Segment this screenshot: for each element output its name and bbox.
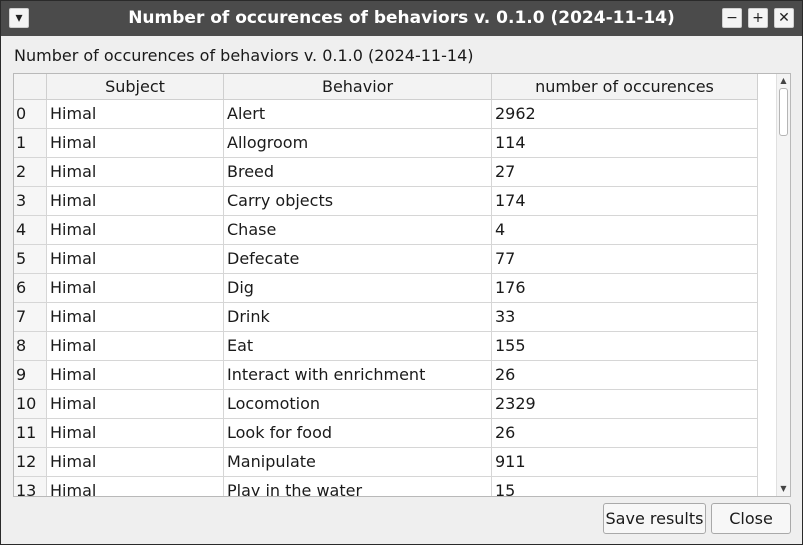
cell-behavior[interactable]: Alert	[224, 100, 492, 128]
cell-count[interactable]: 176	[492, 274, 758, 302]
maximize-icon: +	[752, 10, 764, 26]
window-menu-button[interactable]: ▾	[9, 8, 29, 28]
cell-subject[interactable]: Himal	[47, 477, 224, 496]
minimize-icon: −	[726, 10, 738, 26]
results-table[interactable]: Subject Behavior number of occurences 0 …	[13, 73, 791, 497]
table-body: 0 Himal Alert 2962 1 Himal Allogroom 114…	[14, 100, 758, 496]
cell-behavior[interactable]: Breed	[224, 158, 492, 186]
row-header[interactable]: 5	[14, 245, 47, 273]
close-icon: ✕	[778, 10, 790, 26]
cell-subject[interactable]: Himal	[47, 216, 224, 244]
cell-behavior[interactable]: Dig	[224, 274, 492, 302]
table-row[interactable]: 10 Himal Locomotion 2329	[14, 390, 758, 419]
maximize-button[interactable]: +	[748, 8, 768, 28]
cell-count[interactable]: 26	[492, 361, 758, 389]
cell-behavior[interactable]: Play in the water	[224, 477, 492, 496]
cell-behavior[interactable]: Allogroom	[224, 129, 492, 157]
cell-subject[interactable]: Himal	[47, 303, 224, 331]
cell-subject[interactable]: Himal	[47, 274, 224, 302]
cell-subject[interactable]: Himal	[47, 158, 224, 186]
cell-count[interactable]: 174	[492, 187, 758, 215]
cell-subject[interactable]: Himal	[47, 419, 224, 447]
cell-subject[interactable]: Himal	[47, 129, 224, 157]
cell-behavior[interactable]: Carry objects	[224, 187, 492, 215]
cell-subject[interactable]: Himal	[47, 332, 224, 360]
row-header[interactable]: 3	[14, 187, 47, 215]
cell-count[interactable]: 77	[492, 245, 758, 273]
table-row[interactable]: 13 Himal Play in the water 15	[14, 477, 758, 496]
table-row[interactable]: 12 Himal Manipulate 911	[14, 448, 758, 477]
cell-behavior[interactable]: Eat	[224, 332, 492, 360]
column-header-count[interactable]: number of occurences	[492, 74, 758, 99]
cell-behavior[interactable]: Manipulate	[224, 448, 492, 476]
cell-count[interactable]: 911	[492, 448, 758, 476]
scrollbar-thumb[interactable]	[779, 88, 788, 136]
row-header[interactable]: 1	[14, 129, 47, 157]
cell-count[interactable]: 27	[492, 158, 758, 186]
row-header[interactable]: 7	[14, 303, 47, 331]
window-title: Number of occurences of behaviors v. 0.1…	[128, 8, 675, 28]
cell-behavior[interactable]: Drink	[224, 303, 492, 331]
scroll-up-icon[interactable]: ▲	[780, 76, 787, 85]
table-row[interactable]: 0 Himal Alert 2962	[14, 100, 758, 129]
table-row[interactable]: 3 Himal Carry objects 174	[14, 187, 758, 216]
table-row[interactable]: 7 Himal Drink 33	[14, 303, 758, 332]
table-row[interactable]: 4 Himal Chase 4	[14, 216, 758, 245]
close-button[interactable]: Close	[711, 503, 791, 534]
minimize-button[interactable]: −	[722, 8, 742, 28]
row-header[interactable]: 10	[14, 390, 47, 418]
row-header[interactable]: 4	[14, 216, 47, 244]
cell-behavior[interactable]: Locomotion	[224, 390, 492, 418]
header-corner[interactable]	[14, 74, 47, 99]
cell-count[interactable]: 33	[492, 303, 758, 331]
cell-subject[interactable]: Himal	[47, 390, 224, 418]
cell-subject[interactable]: Himal	[47, 448, 224, 476]
table-row[interactable]: 6 Himal Dig 176	[14, 274, 758, 303]
cell-subject[interactable]: Himal	[47, 245, 224, 273]
cell-count[interactable]: 155	[492, 332, 758, 360]
cell-behavior[interactable]: Defecate	[224, 245, 492, 273]
table-row[interactable]: 11 Himal Look for food 26	[14, 419, 758, 448]
cell-subject[interactable]: Himal	[47, 187, 224, 215]
cell-subject[interactable]: Himal	[47, 100, 224, 128]
row-header[interactable]: 11	[14, 419, 47, 447]
cell-behavior[interactable]: Look for food	[224, 419, 492, 447]
cell-behavior[interactable]: Interact with enrichment	[224, 361, 492, 389]
cell-count[interactable]: 2962	[492, 100, 758, 128]
table-header: Subject Behavior number of occurences	[14, 74, 758, 100]
row-header[interactable]: 6	[14, 274, 47, 302]
save-results-button[interactable]: Save results	[603, 503, 706, 534]
table-row[interactable]: 9 Himal Interact with enrichment 26	[14, 361, 758, 390]
results-label: Number of occurences of behaviors v. 0.1…	[14, 46, 474, 65]
table-row[interactable]: 5 Himal Defecate 77	[14, 245, 758, 274]
table-row[interactable]: 1 Himal Allogroom 114	[14, 129, 758, 158]
scroll-down-icon[interactable]: ▼	[780, 484, 787, 493]
cell-subject[interactable]: Himal	[47, 361, 224, 389]
title-bar[interactable]: Number of occurences of behaviors v. 0.1…	[1, 1, 802, 36]
vertical-scrollbar[interactable]: ▲ ▼	[776, 74, 790, 496]
row-header[interactable]: 2	[14, 158, 47, 186]
column-header-behavior[interactable]: Behavior	[224, 74, 492, 99]
row-header[interactable]: 0	[14, 100, 47, 128]
cell-count[interactable]: 2329	[492, 390, 758, 418]
table-row[interactable]: 2 Himal Breed 27	[14, 158, 758, 187]
row-header[interactable]: 13	[14, 477, 47, 496]
row-header[interactable]: 8	[14, 332, 47, 360]
table-row[interactable]: 8 Himal Eat 155	[14, 332, 758, 361]
row-header[interactable]: 9	[14, 361, 47, 389]
cell-count[interactable]: 15	[492, 477, 758, 496]
chevron-down-icon: ▾	[15, 10, 23, 26]
cell-count[interactable]: 26	[492, 419, 758, 447]
column-header-subject[interactable]: Subject	[47, 74, 224, 99]
cell-behavior[interactable]: Chase	[224, 216, 492, 244]
row-header[interactable]: 12	[14, 448, 47, 476]
cell-count[interactable]: 4	[492, 216, 758, 244]
close-window-button[interactable]: ✕	[774, 8, 794, 28]
cell-count[interactable]: 114	[492, 129, 758, 157]
